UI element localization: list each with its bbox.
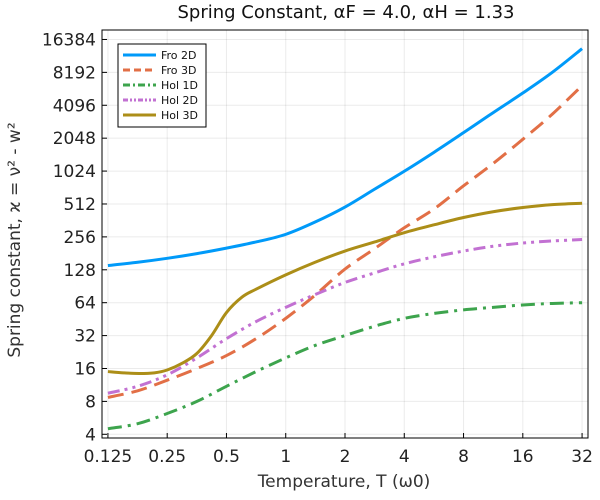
x-tick-label: 0.5 (213, 447, 240, 467)
x-tick-label: 8 (458, 447, 469, 467)
y-tick-label: 16 (74, 359, 96, 379)
legend-label: Fro 2D (161, 49, 197, 62)
x-tick-label: 16 (512, 447, 534, 467)
series-line-hol-1d (107, 301, 583, 431)
legend: Fro 2D Fro 3D Hol 1D Hol 2D Hol 3D (117, 43, 207, 128)
x-axis-title: Temperature, T (ω0) (257, 472, 431, 492)
series-line-fro-3d (107, 84, 584, 399)
x-tick-label: 32 (571, 447, 593, 467)
legend-box (117, 43, 207, 128)
x-tick-label: 1 (280, 447, 291, 467)
y-tick-label: 8192 (53, 63, 96, 83)
chart-title: Spring Constant, αF = 4.0, αH = 1.33 (178, 2, 515, 23)
series-line-hol-3d (107, 201, 583, 375)
y-tick-label: 256 (64, 228, 96, 248)
y-tick-label: 128 (64, 261, 96, 281)
axis-ticks: 0.125 0.25 0.5 1 2 4 8 16 3248163264128256512102… (42, 30, 593, 467)
x-tick-label: 0.125 (84, 447, 133, 467)
legend-label: Fro 3D (161, 64, 197, 77)
legend-label: Hol 2D (161, 94, 198, 107)
legend-label: Hol 1D (161, 79, 198, 92)
series-lines (107, 47, 584, 431)
y-tick-label: 32 (74, 327, 96, 347)
legend-label: Hol 3D (161, 109, 198, 122)
y-axis-title: Spring constant, ϰ = ν² - w² (5, 122, 25, 357)
x-tick-label: 4 (399, 447, 410, 467)
y-tick-label: 512 (64, 195, 96, 215)
y-tick-label: 8 (85, 392, 96, 412)
series-line-fro-2d (107, 47, 584, 268)
y-tick-label: 1024 (53, 162, 96, 182)
y-tick-label: 16384 (42, 30, 96, 50)
x-tick-label: 2 (340, 447, 351, 467)
y-tick-label: 4096 (53, 96, 96, 116)
x-tick-label: 0.25 (148, 447, 186, 467)
y-tick-label: 64 (74, 294, 96, 314)
y-tick-label: 4 (85, 425, 96, 445)
y-tick-label: 2048 (53, 129, 96, 149)
